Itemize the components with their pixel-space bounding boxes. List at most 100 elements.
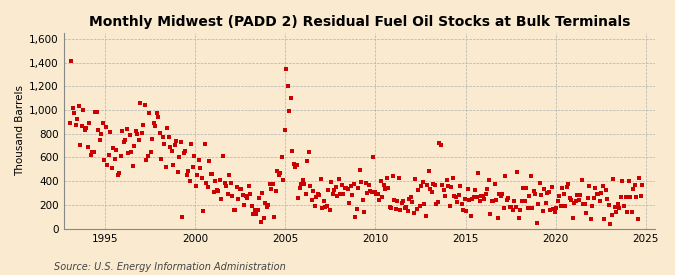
Point xyxy=(597,184,608,188)
Point xyxy=(562,185,572,189)
Point xyxy=(162,126,173,130)
Point xyxy=(461,209,472,213)
Point xyxy=(411,207,422,211)
Point xyxy=(310,195,321,199)
Point xyxy=(433,200,443,204)
Point xyxy=(260,201,271,205)
Point xyxy=(618,204,629,208)
Point xyxy=(423,169,434,174)
Point xyxy=(324,208,335,212)
Point xyxy=(530,192,541,196)
Point xyxy=(156,157,167,161)
Point xyxy=(389,198,400,202)
Point xyxy=(227,194,238,198)
Point xyxy=(435,142,446,147)
Point xyxy=(90,109,101,114)
Point xyxy=(183,169,194,173)
Point xyxy=(440,193,451,198)
Point xyxy=(515,208,526,212)
Point xyxy=(345,184,356,189)
Point xyxy=(407,199,418,204)
Point xyxy=(476,194,487,198)
Point xyxy=(248,212,259,216)
Point xyxy=(601,188,612,192)
Point xyxy=(450,195,461,200)
Point xyxy=(465,214,476,218)
Point xyxy=(120,138,131,142)
Point xyxy=(294,186,305,191)
Point xyxy=(302,159,313,164)
Point xyxy=(590,186,601,190)
Point xyxy=(408,211,419,215)
Point xyxy=(126,150,137,154)
Point xyxy=(569,200,580,205)
Point xyxy=(157,134,168,139)
Point xyxy=(124,133,135,138)
Point xyxy=(560,204,571,208)
Point xyxy=(446,185,457,189)
Point xyxy=(524,194,535,198)
Point xyxy=(321,204,332,208)
Point xyxy=(291,163,302,167)
Point xyxy=(209,190,219,194)
Point xyxy=(477,194,488,198)
Point xyxy=(313,191,323,196)
Point xyxy=(266,187,277,191)
Point xyxy=(570,199,581,204)
Point xyxy=(557,186,568,191)
Point xyxy=(375,179,386,183)
Point xyxy=(595,199,605,203)
Point xyxy=(527,206,538,210)
Point xyxy=(422,183,433,188)
Point xyxy=(553,199,564,204)
Point xyxy=(367,189,377,194)
Point xyxy=(275,171,286,175)
Point xyxy=(539,186,550,191)
Point xyxy=(359,210,370,214)
Point xyxy=(584,184,595,188)
Point xyxy=(233,197,244,202)
Point xyxy=(428,182,439,186)
Point xyxy=(556,204,566,209)
Point xyxy=(222,191,233,196)
Point xyxy=(84,120,95,125)
Point xyxy=(421,214,431,219)
Point xyxy=(287,149,298,153)
Point xyxy=(267,182,278,186)
Point xyxy=(566,198,577,202)
Point xyxy=(548,207,559,211)
Point xyxy=(521,186,532,191)
Point xyxy=(535,181,545,186)
Point xyxy=(497,192,508,196)
Point xyxy=(97,120,108,125)
Point xyxy=(493,216,504,220)
Point xyxy=(284,109,294,113)
Point xyxy=(285,96,296,100)
Point xyxy=(308,188,319,193)
Point xyxy=(483,177,494,182)
Point xyxy=(362,191,373,195)
Point xyxy=(417,180,428,185)
Point xyxy=(520,199,531,204)
Point xyxy=(563,181,574,186)
Point xyxy=(306,197,317,202)
Point xyxy=(617,178,628,183)
Point xyxy=(467,197,478,201)
Point xyxy=(140,103,151,107)
Point xyxy=(130,129,141,133)
Point xyxy=(176,139,186,144)
Point xyxy=(115,154,126,159)
Point xyxy=(473,170,484,175)
Point xyxy=(405,195,416,199)
Point xyxy=(572,193,583,197)
Point xyxy=(182,172,192,177)
Point xyxy=(314,193,325,197)
Point xyxy=(381,176,392,180)
Point xyxy=(498,206,509,210)
Point xyxy=(147,137,158,141)
Point xyxy=(402,209,413,213)
Point xyxy=(279,128,290,132)
Point xyxy=(591,191,602,196)
Point xyxy=(300,192,311,196)
Point xyxy=(488,199,499,203)
